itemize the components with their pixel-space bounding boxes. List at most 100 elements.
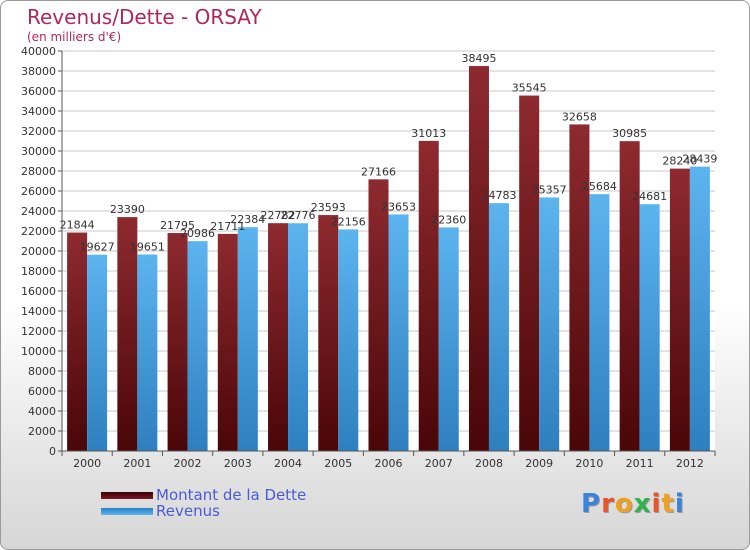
x-tick-label: 2000 [73, 457, 101, 470]
y-tick-label: 18000 [21, 265, 56, 278]
data-label-debt: 32658 [562, 110, 597, 123]
data-label-debt: 38495 [461, 52, 496, 65]
data-label-debt: 23390 [110, 203, 145, 216]
y-tick-label: 0 [49, 445, 56, 458]
x-tick-label: 2009 [525, 457, 553, 470]
bar-revenue [689, 166, 710, 452]
x-tick-label: 2010 [575, 457, 603, 470]
data-label-revenue: 19651 [130, 240, 165, 253]
bar-debt [368, 179, 389, 451]
logo-letter: x [633, 489, 652, 519]
data-label-debt: 23593 [311, 201, 346, 214]
y-tick-label: 38000 [21, 65, 56, 78]
bar-revenue [137, 254, 158, 451]
y-tick-label: 20000 [21, 245, 56, 258]
legend: Montant de la Dette Revenus [101, 487, 306, 519]
logo-letter: r [601, 489, 615, 519]
bar-debt [268, 223, 289, 451]
logo-letter: P [581, 489, 602, 519]
legend-swatch-revenue [101, 507, 153, 515]
x-tick-label: 2001 [123, 457, 151, 470]
data-label-debt: 35545 [512, 82, 547, 95]
data-label-debt: 31013 [411, 127, 446, 140]
data-label-debt: 21795 [160, 219, 195, 232]
y-tick-label: 4000 [28, 405, 56, 418]
y-tick-label: 10000 [21, 345, 56, 358]
x-tick-label: 2003 [224, 457, 252, 470]
legend-swatch-debt [101, 491, 153, 499]
data-label-debt: 22782 [261, 209, 296, 222]
bar-revenue [237, 227, 258, 451]
bar-revenue [87, 254, 108, 451]
bar-revenue [438, 227, 459, 451]
bar-debt [167, 233, 188, 451]
data-label-revenue: 22776 [281, 209, 316, 222]
x-tick-label: 2008 [475, 457, 503, 470]
logo-letter: o [614, 489, 634, 519]
bar-debt [569, 124, 590, 452]
y-tick-label: 34000 [21, 105, 56, 118]
logo-letter: i [674, 489, 685, 519]
legend-item-revenue: Revenus [101, 503, 306, 519]
bar-debt [318, 215, 339, 451]
x-tick-label: 2007 [425, 457, 453, 470]
bar-debt [117, 217, 138, 451]
x-tick-label: 2004 [274, 457, 302, 470]
bar-debt [418, 140, 439, 451]
bar-debt [468, 66, 489, 452]
y-tick-label: 22000 [21, 225, 56, 238]
y-tick-label: 36000 [21, 85, 56, 98]
bar-revenue [589, 194, 610, 451]
data-label-debt: 21711 [210, 220, 245, 233]
data-label-revenue: 28439 [682, 153, 717, 166]
logo-letter: t [661, 489, 675, 519]
legend-label-revenue: Revenus [156, 502, 220, 520]
bar-revenue [338, 229, 359, 451]
data-label-revenue: 24783 [481, 189, 516, 202]
bar-revenue [187, 241, 208, 451]
x-tick-label: 2012 [676, 457, 704, 470]
x-tick-label: 2002 [174, 457, 202, 470]
y-tick-label: 26000 [21, 185, 56, 198]
y-tick-label: 6000 [28, 385, 56, 398]
legend-label-debt: Montant de la Dette [156, 486, 307, 504]
bar-debt [619, 141, 640, 451]
data-label-revenue: 24681 [632, 190, 667, 203]
bar-revenue [288, 223, 309, 451]
data-label-revenue: 22156 [331, 215, 366, 228]
data-label-revenue: 25357 [532, 183, 567, 196]
legend-item-debt: Montant de la Dette [101, 487, 306, 503]
y-tick-label: 40000 [21, 45, 56, 58]
bar-debt [217, 233, 238, 451]
y-tick-label: 2000 [28, 425, 56, 438]
y-tick-label: 28000 [21, 165, 56, 178]
data-label-revenue: 23653 [381, 200, 416, 213]
bar-revenue [539, 197, 560, 451]
data-label-revenue: 19627 [80, 241, 115, 254]
bar-revenue [639, 204, 660, 451]
y-tick-label: 8000 [28, 365, 56, 378]
y-tick-label: 30000 [21, 145, 56, 158]
bar-debt [519, 95, 540, 452]
data-label-revenue: 25684 [582, 180, 617, 193]
bar-debt [67, 232, 88, 451]
y-tick-label: 16000 [21, 285, 56, 298]
bar-revenue [488, 203, 509, 451]
data-label-debt: 27166 [361, 165, 396, 178]
x-tick-label: 2005 [324, 457, 352, 470]
data-label-debt: 30985 [612, 127, 647, 140]
bar-revenue [388, 214, 409, 451]
y-tick-label: 32000 [21, 125, 56, 138]
data-label-revenue: 22360 [431, 213, 466, 226]
y-tick-label: 24000 [21, 205, 56, 218]
data-label-debt: 21844 [60, 219, 95, 232]
x-tick-label: 2011 [626, 457, 654, 470]
data-label-debt: 28240 [662, 155, 697, 168]
x-tick-label: 2006 [375, 457, 403, 470]
bar-debt [669, 168, 690, 451]
logo-letter: i [651, 489, 662, 519]
data-label-revenue: 22384 [230, 213, 265, 226]
proxiti-logo: Proxiti [581, 489, 685, 519]
